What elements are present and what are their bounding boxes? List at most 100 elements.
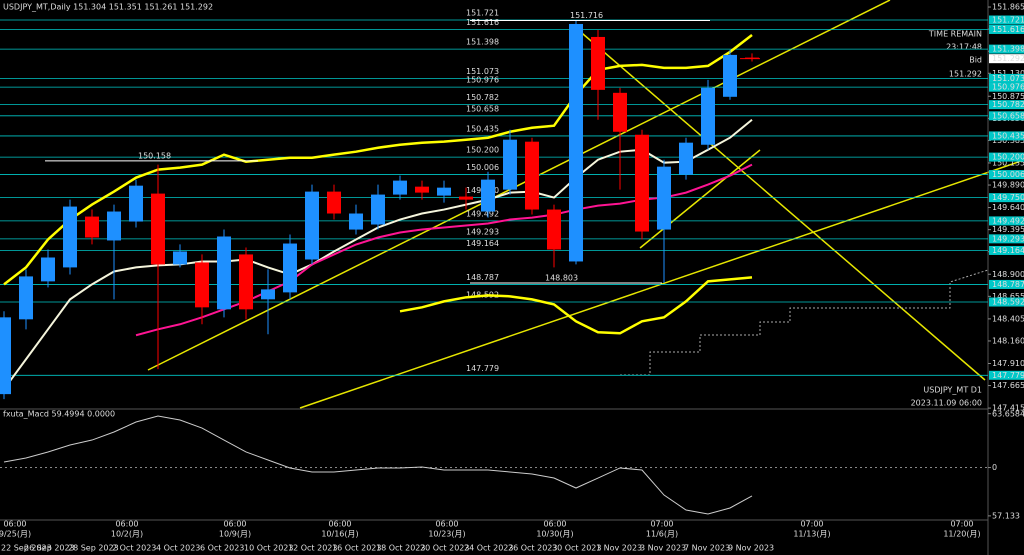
candle-body — [173, 251, 187, 265]
candle-body — [195, 262, 209, 308]
level-tag-label: 149.750 — [992, 193, 1024, 202]
level-tag — [989, 24, 1024, 34]
level-tag — [989, 234, 1024, 244]
level-tag-label: 151.616 — [992, 25, 1024, 34]
level-tag-label: 150.658 — [992, 111, 1024, 120]
trend-line — [147, 0, 891, 371]
candle-body — [327, 191, 341, 214]
bid-label: Bid — [969, 56, 982, 65]
y-tick-label: 151.130 — [992, 69, 1024, 78]
candle-body — [107, 211, 121, 241]
candle-body — [151, 193, 165, 265]
level-tag-label: 147.779 — [992, 371, 1024, 380]
y-tick-label: 147.665 — [992, 381, 1024, 390]
level-label: 151.616 — [466, 18, 499, 27]
level-tag — [989, 100, 1024, 110]
candle-body — [371, 194, 385, 225]
y-tick-label: 148.655 — [992, 292, 1024, 301]
candle-body — [437, 187, 451, 196]
week-date: 11/20(月) — [943, 530, 980, 539]
level-tag — [989, 216, 1024, 226]
level-tag-label: 151.398 — [992, 45, 1024, 54]
level-tag — [989, 73, 1024, 83]
y-tick-label: 147.910 — [992, 359, 1024, 368]
level-tag — [989, 297, 1024, 307]
candle-body — [525, 141, 539, 210]
y-tick-label: 149.890 — [992, 181, 1024, 190]
x-tick-label: 28 Sep 2023 — [68, 544, 119, 553]
candle-body — [261, 289, 275, 300]
level-label: 151.398 — [466, 38, 499, 47]
candle-body — [129, 185, 143, 222]
candle-body — [591, 36, 605, 90]
trend-lines — [147, 0, 1024, 409]
indicator-line — [3, 33, 753, 286]
level-tag — [989, 245, 1024, 255]
level-tag — [989, 152, 1024, 162]
level-tag-label: 149.492 — [992, 216, 1024, 225]
level-tag-label: 150.200 — [992, 153, 1024, 162]
y-tick-label: 148.405 — [992, 314, 1024, 323]
candle-body — [41, 257, 55, 282]
trend-line — [299, 159, 1024, 409]
indicator-line — [399, 276, 753, 335]
x-tick-label: 2 Oct 2023 — [112, 544, 156, 553]
candle-body — [283, 243, 297, 293]
week-date: 10/9(月) — [219, 530, 251, 539]
macd-line — [3, 415, 753, 515]
week-time: 06:00 — [543, 520, 566, 529]
level-label: 147.779 — [466, 364, 499, 373]
level-label: 149.164 — [466, 239, 499, 248]
candle-body — [63, 206, 77, 268]
level-tag — [989, 131, 1024, 141]
candle-body — [635, 134, 649, 232]
x-tick-label: 22 Sep 2023 — [1, 544, 52, 553]
candle-body — [503, 139, 517, 190]
level-tag-label: 149.293 — [992, 234, 1024, 243]
header: USDJPY_MT,Daily 151.304 151.351 151.261 … — [3, 3, 213, 12]
y-tick-label: 150.135 — [992, 158, 1024, 167]
level-label: 150.200 — [466, 146, 499, 155]
x-tick-label: 3 Nov 2023 — [640, 544, 686, 553]
chart-title: USDJPY_MT D1 — [923, 386, 982, 395]
chart-subtitle: 2023.11.09 06:00 — [911, 399, 982, 408]
week-time: 07:00 — [650, 520, 673, 529]
level-tag — [989, 193, 1024, 203]
y-tick-label: 63.6584 — [992, 410, 1024, 419]
indicator-line — [135, 163, 753, 337]
y-tick-label: 149.395 — [992, 225, 1024, 234]
candle-body — [745, 57, 759, 59]
x-tick-label: 26 Oct 2023 — [508, 544, 557, 553]
x-tick-label: 1 Nov 2023 — [596, 544, 642, 553]
level-label: 150.658 — [466, 104, 499, 113]
level-label: 150.782 — [466, 93, 499, 102]
x-tick-label: 9 Nov 2023 — [728, 544, 774, 553]
candle-body — [415, 186, 429, 193]
week-date: 9/25(月) — [0, 530, 31, 539]
week-time: 07:00 — [800, 520, 823, 529]
time-remain-label: TIME REMAIN — [928, 30, 982, 39]
level-label: 150.976 — [466, 76, 499, 85]
candle-body — [613, 92, 627, 132]
x-tick-label: 7 Nov 2023 — [684, 544, 730, 553]
candle-body — [701, 87, 715, 145]
candle-body — [569, 23, 583, 262]
level-tag-label: 151.073 — [992, 74, 1024, 83]
candle-body — [459, 196, 473, 200]
x-tick-label: 20 Oct 2023 — [420, 544, 469, 553]
week-time: 06:00 — [115, 520, 138, 529]
x-tick-label: 6 Oct 2023 — [200, 544, 244, 553]
level-label: 151.721 — [466, 9, 499, 18]
y-tick-label: 148.900 — [992, 270, 1024, 279]
y-tick-label: 147.415 — [992, 404, 1024, 413]
x-tick-label: 16 Oct 2023 — [332, 544, 381, 553]
level-tag — [989, 111, 1024, 121]
x-tick-label: 30 Oct 2023 — [552, 544, 601, 553]
week-date: 10/30(月) — [536, 530, 573, 539]
level-tag-label: 149.164 — [992, 246, 1024, 255]
candle-body — [239, 254, 253, 310]
level-tag — [989, 370, 1024, 380]
level-tag-label: 148.592 — [992, 298, 1024, 307]
week-time: 06:00 — [223, 520, 246, 529]
candle-body — [217, 236, 231, 310]
